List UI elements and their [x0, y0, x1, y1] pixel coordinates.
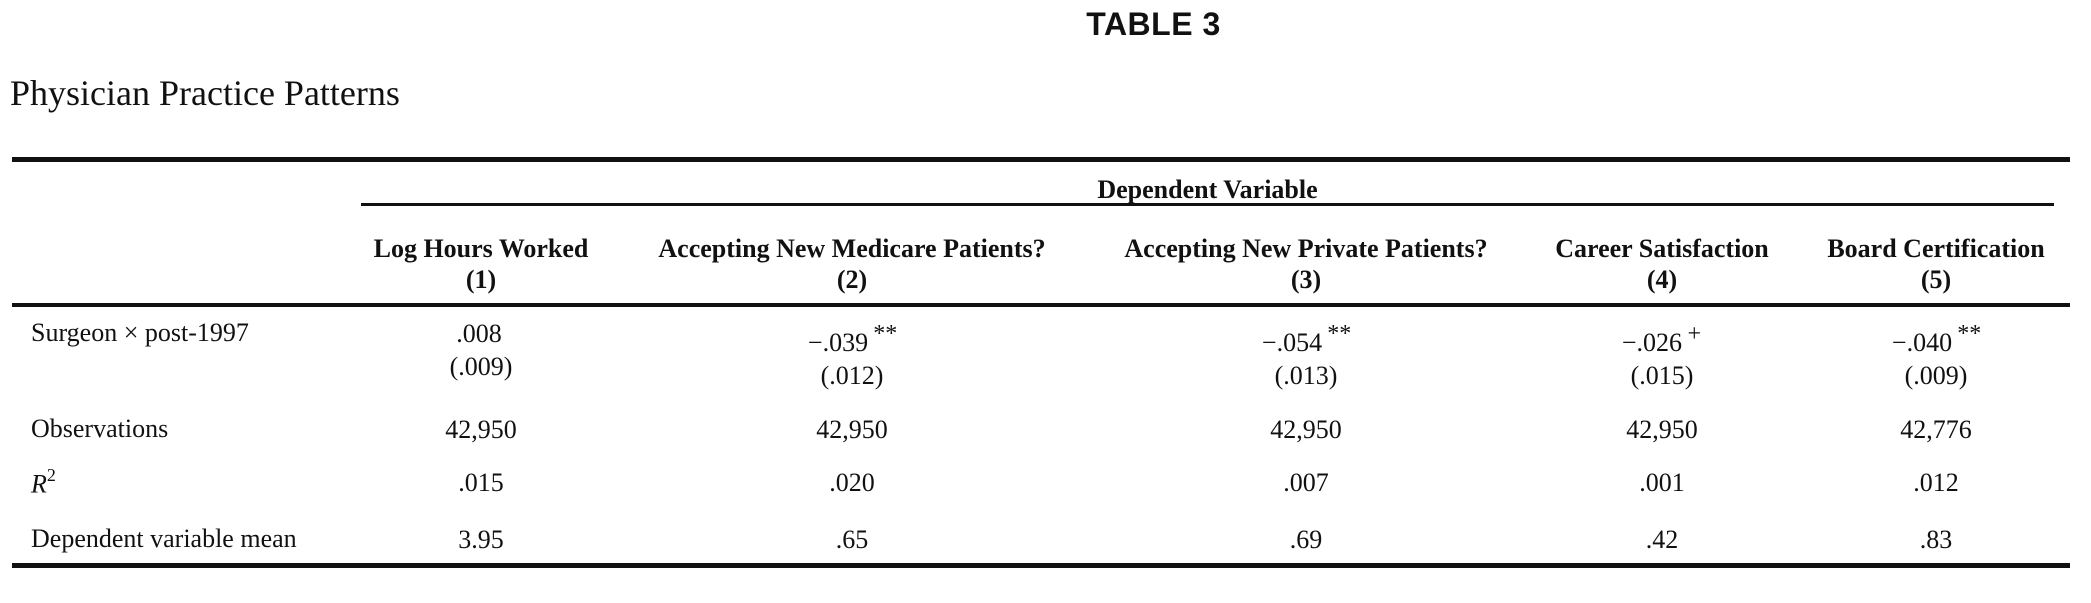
cell-r-squared-1: .015 — [458, 468, 504, 497]
coefficient: −.054 — [1261, 328, 1323, 357]
cell-observations-1: 42,950 — [445, 415, 517, 444]
column-number: (1) — [465, 265, 497, 294]
top-rule — [12, 157, 2070, 162]
column-header-5: Board Certification (5) — [1816, 233, 2056, 295]
cell-dv-mean-1: 3.95 — [458, 525, 504, 554]
column-header-1: Log Hours Worked (1) — [361, 233, 601, 295]
header-rule — [12, 303, 2070, 307]
cell-surgeon-1: .008 (.009) — [361, 318, 601, 382]
column-title: Accepting New Private Patients? — [1124, 234, 1488, 263]
coefficient: −.026 — [1621, 328, 1682, 357]
cell-observations-2: 42,950 — [816, 415, 888, 444]
cell-observations-4: 42,950 — [1626, 415, 1698, 444]
cell-dv-mean-2: .65 — [835, 525, 869, 554]
column-number: (5) — [1920, 265, 1952, 294]
cell-surgeon-5: −.040 ** (.009) — [1816, 321, 2056, 391]
column-title: Log Hours Worked — [373, 234, 589, 263]
column-header-4: Career Satisfaction (4) — [1542, 233, 1782, 295]
column-title: Career Satisfaction — [1555, 234, 1769, 263]
coefficient: .008 — [456, 319, 502, 348]
table-label: TABLE 3 — [1086, 6, 1221, 42]
standard-error: (.012) — [820, 361, 884, 390]
table-caption: Physician Practice Patterns — [10, 73, 400, 113]
standard-error: (.009) — [449, 352, 513, 381]
standard-error: (.015) — [1630, 361, 1694, 390]
dependent-variable-rule — [361, 203, 2054, 206]
column-header-3: Accepting New Private Patients? (3) — [1102, 233, 1510, 295]
row-label-surgeon: Surgeon × post-1997 — [31, 318, 249, 347]
coefficient: −.039 — [807, 328, 869, 357]
r-squared-exponent: 2 — [46, 465, 56, 485]
standard-error: (.013) — [1274, 361, 1338, 390]
cell-r-squared-2: .020 — [829, 468, 875, 497]
cell-surgeon-3: −.054 ** (.013) — [1102, 321, 1510, 391]
row-label-observations: Observations — [31, 414, 169, 443]
cell-dv-mean-5: .83 — [1919, 525, 1953, 554]
cell-surgeon-4: −.026 + (.015) — [1542, 321, 1782, 391]
standard-error: (.009) — [1904, 361, 1968, 390]
column-number: (3) — [1290, 265, 1322, 294]
dependent-variable-label: Dependent Variable — [1097, 175, 1318, 204]
column-header-2: Accepting New Medicare Patients? (2) — [635, 233, 1069, 295]
row-label-dv-mean: Dependent variable mean — [31, 524, 297, 553]
cell-dv-mean-3: .69 — [1289, 525, 1323, 554]
bottom-rule — [12, 563, 2070, 568]
coefficient: −.040 — [1891, 328, 1953, 357]
significance-marker: ** — [1326, 321, 1351, 347]
cell-observations-3: 42,950 — [1270, 415, 1342, 444]
row-label-r-squared: R2 — [31, 465, 56, 500]
significance-marker: ** — [872, 321, 897, 347]
significance-marker: ** — [1956, 321, 1981, 347]
column-title: Board Certification — [1827, 234, 2045, 263]
column-title: Accepting New Medicare Patients? — [658, 234, 1046, 263]
significance-marker: + — [1685, 321, 1703, 347]
cell-r-squared-3: .007 — [1283, 468, 1329, 497]
cell-r-squared-5: .012 — [1913, 468, 1959, 497]
r-squared-symbol: R — [31, 469, 47, 499]
cell-dv-mean-4: .42 — [1645, 525, 1679, 554]
column-number: (2) — [836, 265, 868, 294]
column-number: (4) — [1646, 265, 1678, 294]
cell-surgeon-2: −.039 ** (.012) — [635, 321, 1069, 391]
cell-r-squared-4: .001 — [1639, 468, 1685, 497]
cell-observations-5: 42,776 — [1900, 415, 1972, 444]
